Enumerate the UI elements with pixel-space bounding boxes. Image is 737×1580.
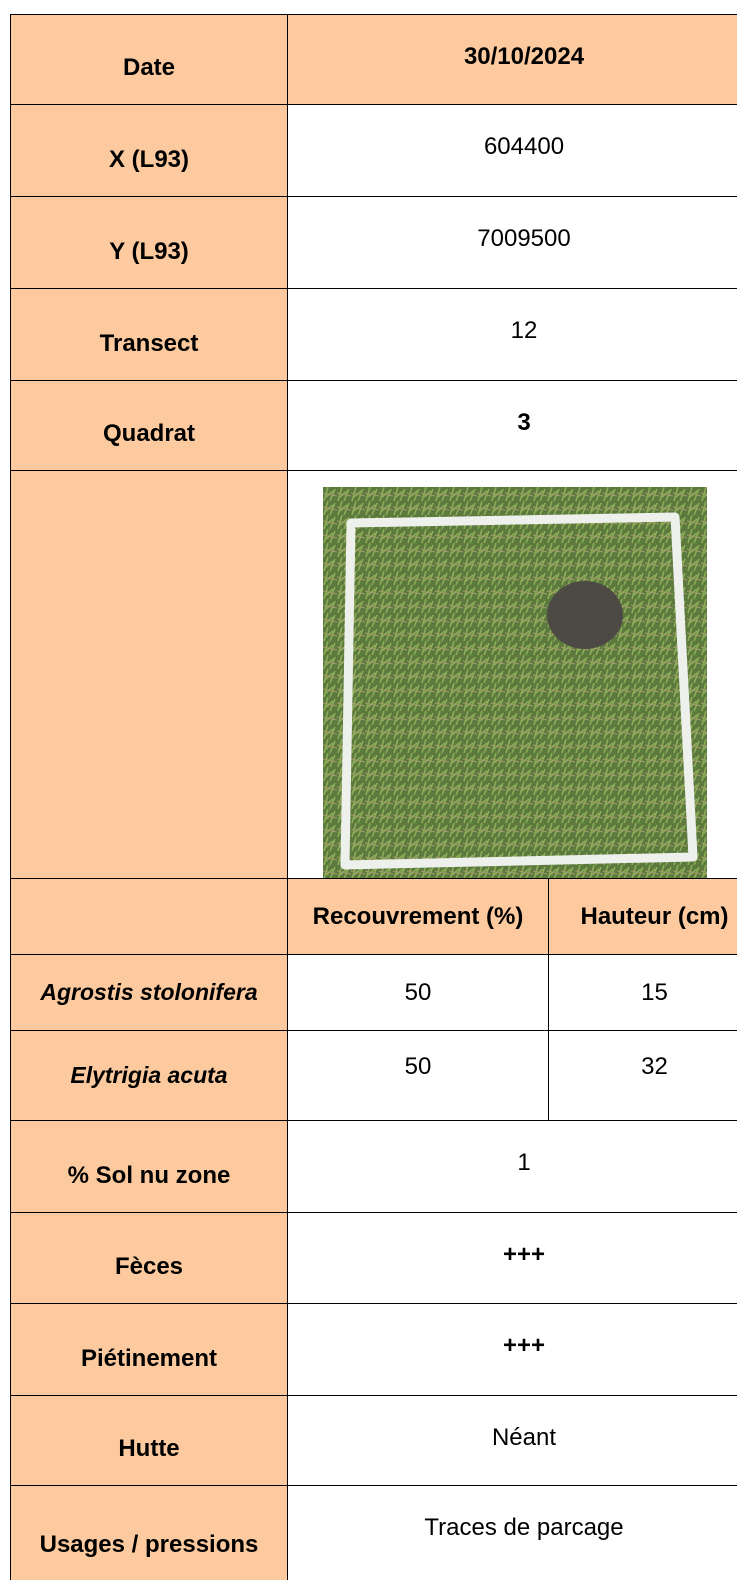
row-label-text: Quadrat bbox=[102, 420, 195, 447]
row-label: X (L93) bbox=[10, 104, 288, 197]
species-cover: 50 bbox=[287, 954, 549, 1031]
row-value-text: Traces de parcage bbox=[424, 1514, 624, 1541]
row-value: 604400 bbox=[287, 104, 737, 197]
species-name-text: Agrostis stolonifera bbox=[40, 979, 258, 1005]
column-header: Recouvrement (%) bbox=[287, 878, 549, 955]
row-value: +++ bbox=[287, 1212, 737, 1304]
row-value: 12 bbox=[287, 288, 737, 381]
species-name-text: Elytrigia acuta bbox=[70, 1062, 228, 1088]
row-value: 3 bbox=[287, 380, 737, 471]
row-label: % Sol nu zone bbox=[10, 1120, 288, 1213]
species-height: 15 bbox=[548, 954, 737, 1031]
row-label: Usages / pressions bbox=[10, 1485, 288, 1580]
row-label: Quadrat bbox=[10, 380, 288, 471]
row-value-text: +++ bbox=[502, 1332, 546, 1359]
species-name: Elytrigia acuta bbox=[10, 1030, 288, 1121]
row-value-text: 604400 bbox=[483, 133, 565, 160]
row-value-text: 1 bbox=[517, 1149, 531, 1176]
row-label-text: X (L93) bbox=[108, 146, 189, 173]
species-cover: 50 bbox=[287, 1030, 549, 1121]
photo-cell bbox=[287, 470, 737, 879]
row-label-text: Y (L93) bbox=[109, 238, 189, 265]
row-value-text: 12 bbox=[510, 317, 538, 344]
species-cover-text: 50 bbox=[404, 1053, 432, 1080]
row-value: 30/10/2024 bbox=[287, 14, 737, 105]
column-header-text: Recouvrement (%) bbox=[312, 902, 524, 930]
column-header-text: Hauteur (cm) bbox=[580, 902, 729, 930]
row-label: Piétinement bbox=[10, 1303, 288, 1396]
species-height-text: 32 bbox=[641, 1053, 668, 1080]
species-height: 32 bbox=[548, 1030, 737, 1121]
row-label-text: Date bbox=[122, 54, 176, 81]
species-name: Agrostis stolonifera bbox=[10, 954, 288, 1031]
photo-label-cell bbox=[10, 470, 288, 879]
species-cover-text: 50 bbox=[404, 978, 432, 1006]
row-label: Hutte bbox=[10, 1395, 288, 1486]
species-height-text: 15 bbox=[641, 978, 668, 1006]
column-header: Hauteur (cm) bbox=[548, 878, 737, 955]
row-label: Y (L93) bbox=[10, 196, 288, 289]
row-label-text: Usages / pressions bbox=[39, 1531, 259, 1558]
row-label: Transect bbox=[10, 288, 288, 381]
row-value: 1 bbox=[287, 1120, 737, 1213]
row-label: Date bbox=[10, 14, 288, 105]
row-label-text: % Sol nu zone bbox=[67, 1162, 231, 1189]
row-value-text: 3 bbox=[517, 409, 531, 436]
row-value: Néant bbox=[287, 1395, 737, 1486]
species-header-blank bbox=[10, 878, 288, 955]
row-value: 7009500 bbox=[287, 196, 737, 289]
row-label-text: Piétinement bbox=[80, 1345, 218, 1372]
row-value-text: +++ bbox=[502, 1241, 546, 1268]
row-value-text: Néant bbox=[491, 1424, 557, 1451]
row-value-text: 7009500 bbox=[477, 225, 571, 252]
row-label-text: Fèces bbox=[114, 1253, 184, 1280]
row-value: +++ bbox=[287, 1303, 737, 1396]
row-label: Fèces bbox=[10, 1212, 288, 1304]
row-label-text: Transect bbox=[99, 330, 199, 357]
quadrat-photo bbox=[323, 487, 707, 879]
row-label-text: Hutte bbox=[118, 1435, 180, 1462]
row-value: Traces de parcage bbox=[287, 1485, 737, 1580]
row-value-text: 30/10/2024 bbox=[463, 43, 585, 70]
